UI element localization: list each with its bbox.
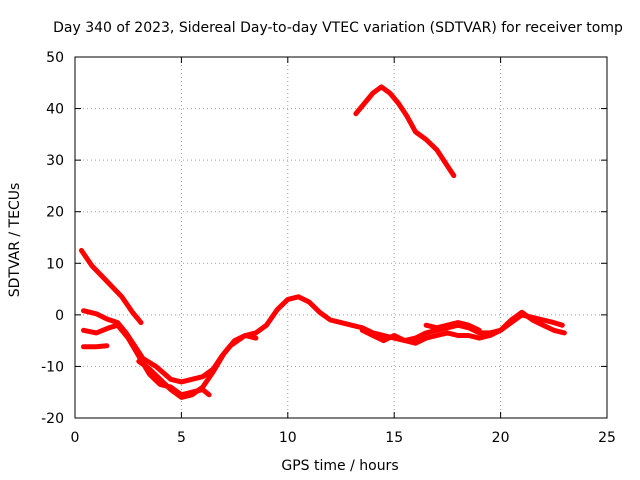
axis-ticks: [74, 56, 608, 419]
y-tick-label: 30: [46, 153, 64, 169]
y-tick-label: 40: [46, 102, 64, 118]
x-tick-label: 10: [279, 430, 297, 446]
series-line-arc-8: [423, 320, 482, 333]
x-tick-label: 15: [385, 430, 403, 446]
y-axis-tick-labels: -20 -10 0 10 20 30 40 50: [41, 50, 64, 427]
y-tick-label: 10: [46, 256, 64, 272]
x-axis-title: GPS time / hours: [281, 458, 398, 474]
y-tick-label: 50: [46, 50, 64, 66]
series-line-arc-7: [359, 309, 567, 346]
y-axis-title: SDTVAR / TECUs: [7, 183, 23, 298]
y-tick-label: -20: [41, 411, 64, 427]
x-tick-label: 5: [177, 430, 186, 446]
chart-title: Day 340 of 2023, Sidereal Day-to-day VTE…: [53, 20, 623, 36]
plot-frame: [74, 56, 608, 419]
x-tick-label: 20: [492, 430, 510, 446]
data-series: [78, 84, 567, 400]
series-line-arc-3: [81, 294, 565, 385]
series-line-arc-5: [136, 333, 259, 400]
grid-lines: [75, 57, 607, 418]
y-tick-label: 20: [46, 205, 64, 221]
y-tick-label: -10: [41, 359, 64, 375]
x-tick-label: 0: [71, 430, 80, 446]
series-line-arc-1: [78, 247, 144, 326]
series-line-arc-6: [353, 84, 457, 179]
y-tick-label: 0: [55, 308, 64, 324]
series-line-arc-2: [81, 343, 110, 350]
x-tick-label: 25: [598, 430, 616, 446]
x-axis-tick-labels: 0 5 10 15 20 25: [71, 430, 616, 446]
